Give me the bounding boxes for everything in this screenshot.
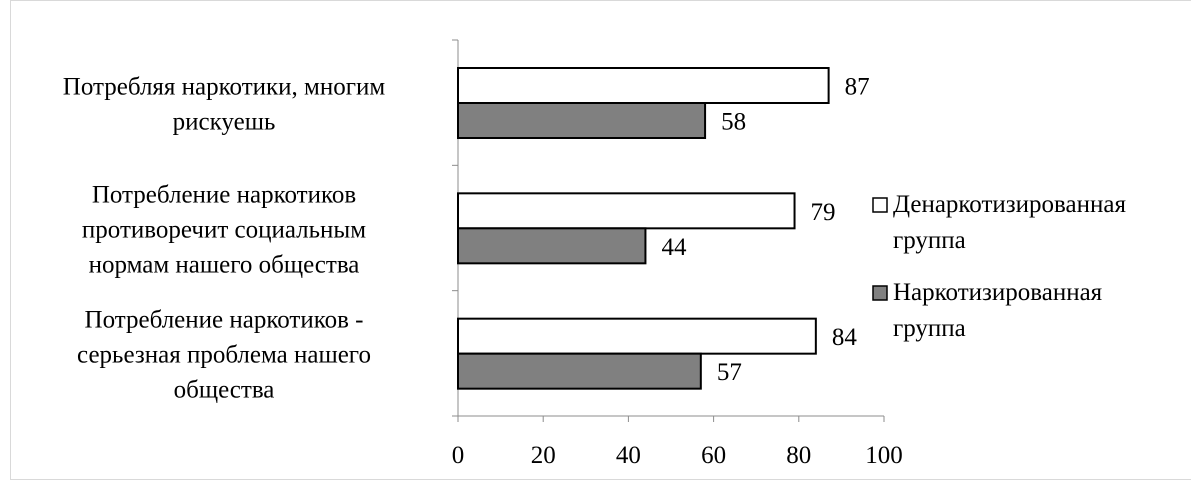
legend-swatch xyxy=(872,197,888,213)
bar-chart: 0 20 40 60 80 100 87 58 Потребляя наркотики, мно… xyxy=(63,39,1126,467)
category-label-line: нормам нашего общества xyxy=(89,251,360,278)
x-tick-label: 60 xyxy=(701,442,726,467)
bar-value-label: 84 xyxy=(832,324,858,351)
bar xyxy=(457,227,647,265)
category-label: Потребление наркотиков противоречит социа… xyxy=(82,181,366,278)
bar xyxy=(457,352,702,390)
category-label-line: Потребление наркотиков - xyxy=(85,307,364,334)
bar-value-label: 57 xyxy=(717,359,742,386)
bar-value-label: 79 xyxy=(811,199,836,226)
bar-value-label: 87 xyxy=(845,74,870,101)
legend-label: Наркотизированная группа xyxy=(893,279,1103,342)
legend-label: Денаркотизированная группа xyxy=(893,191,1126,254)
category-label-line: Потребление наркотиков xyxy=(92,181,356,208)
x-tick-label: 80 xyxy=(786,442,811,467)
category-label: Потребление наркотиков - серьезная пробле… xyxy=(77,307,371,404)
x-tick-label: 100 xyxy=(865,442,903,467)
legend-label-line: группа xyxy=(893,315,966,342)
category-label-line: серьезная проблема нашего xyxy=(77,342,371,369)
category-label: Потребляя наркотики, многим рискуешь xyxy=(63,74,386,136)
legend-label-line: группа xyxy=(893,227,966,254)
bar xyxy=(457,192,796,230)
x-tick-label: 0 xyxy=(452,442,465,467)
x-tick-label: 40 xyxy=(616,442,641,467)
bar xyxy=(457,102,707,139)
legend-swatch xyxy=(872,285,888,301)
x-tick-label: 20 xyxy=(531,442,556,467)
legend-label-line: Денаркотизированная xyxy=(893,191,1126,218)
category-label-line: противоречит социальным xyxy=(82,216,366,243)
bar xyxy=(457,317,817,355)
category-label-line: общества xyxy=(174,377,275,404)
legend-label-line: Наркотизированная xyxy=(893,279,1103,306)
bar xyxy=(457,67,830,104)
bar-value-label: 58 xyxy=(721,109,746,136)
category-label-line: рискуешь xyxy=(173,109,276,136)
bar-value-label: 44 xyxy=(661,234,687,261)
category-label-line: Потребляя наркотики, многим xyxy=(63,74,386,101)
